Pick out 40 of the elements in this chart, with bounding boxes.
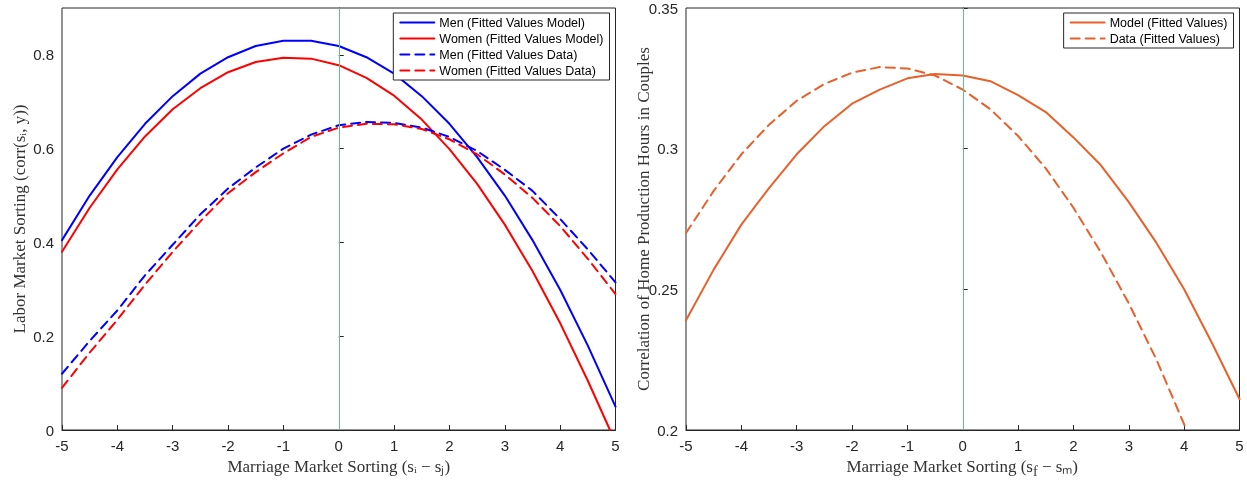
x-tick-label: -4 — [734, 437, 748, 454]
x-tick-label: -1 — [900, 437, 914, 454]
x-tick-label: 2 — [1068, 437, 1078, 454]
x-tick-label: -5 — [55, 437, 69, 454]
x-tick-label: -3 — [166, 437, 180, 454]
x-tick-label: 3 — [500, 437, 509, 454]
legend-label: Men (Fitted Values Data) — [439, 47, 578, 62]
x-axis-title: Marriage Market Sorting (sᵢ − sⱼ) — [227, 456, 451, 477]
x-tick-label: -2 — [221, 437, 235, 454]
x-tick-label: 0 — [334, 437, 343, 454]
x-tick-label: -2 — [844, 437, 859, 454]
x-tick-label: -4 — [110, 437, 125, 454]
y-tick-label: 0.6 — [33, 140, 54, 158]
x-tick-label: 4 — [555, 437, 565, 454]
x-tick-label: 2 — [445, 437, 454, 454]
y-tick-label: 0.2 — [656, 421, 678, 439]
legend-label: Women (Fitted Values Data) — [439, 63, 596, 78]
y-axis-title: Labor Market Sorting (corr(sᵢ, y)) — [10, 104, 30, 334]
x-tick-label: -1 — [276, 437, 291, 454]
x-tick-label: 5 — [1234, 437, 1244, 454]
x-axis-title: Marriage Market Sorting (s$_{f}$ − sₘ) — [846, 456, 1079, 480]
x-tick-label: 4 — [1179, 437, 1188, 454]
x-tick-label: 1 — [389, 437, 399, 454]
y-tick-label: 0 — [45, 421, 54, 439]
legend-label: Data (Fitted Values) — [1109, 31, 1220, 46]
y-tick-label: 0.25 — [648, 280, 678, 298]
x-tick-label: 3 — [1124, 437, 1133, 454]
y-tick-label: 0.8 — [33, 46, 54, 64]
x-tick-label: 1 — [1013, 437, 1022, 454]
x-tick-label: 5 — [611, 437, 620, 454]
x-tick-label: -5 — [678, 437, 693, 454]
y-tick-label: 0.35 — [648, 0, 678, 17]
x-tick-label: -3 — [789, 437, 803, 454]
legend-label: Women (Fitted Values Model) — [439, 31, 604, 46]
y-tick-label: 0.3 — [656, 140, 678, 158]
y-tick-label: 0.2 — [33, 327, 54, 345]
legend-label: Men (Fitted Values Model) — [439, 15, 585, 30]
legend-label: Model (Fitted Values) — [1109, 15, 1227, 30]
x-tick-label: 0 — [958, 437, 967, 454]
y-tick-label: 0.4 — [33, 233, 54, 251]
